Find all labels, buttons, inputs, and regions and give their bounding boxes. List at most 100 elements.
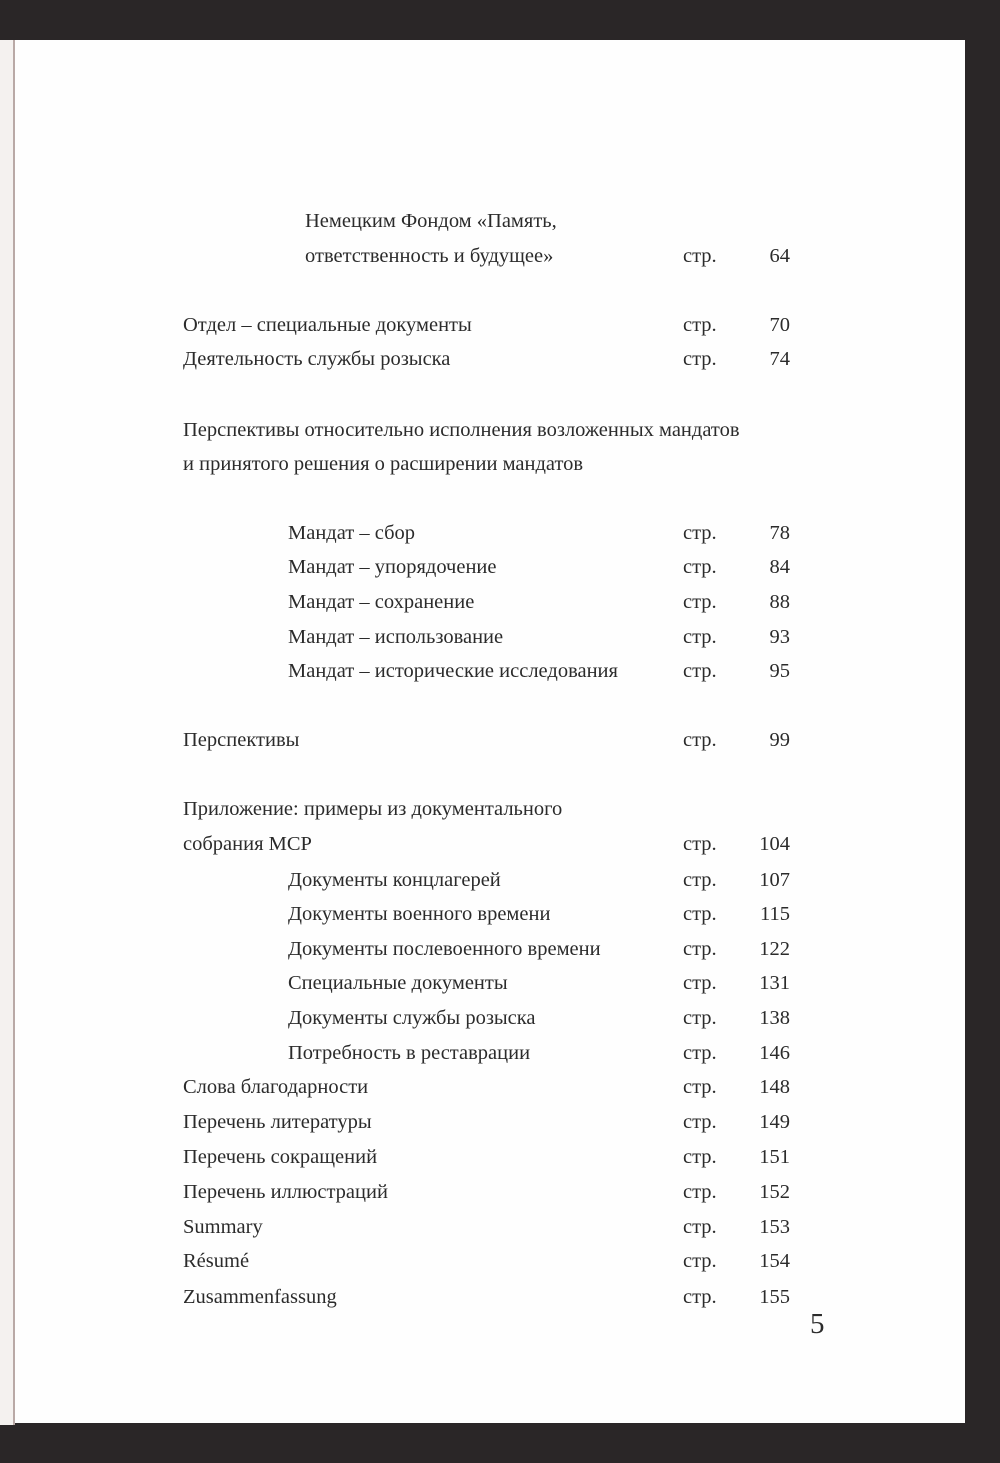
toc-entry: Перспективы стр. 99 xyxy=(15,725,965,755)
toc-entry-title: Отдел – специальные документы xyxy=(183,314,472,336)
page-label: стр. xyxy=(683,1076,717,1098)
toc-entry-title: Мандат – исторические исследования xyxy=(288,660,618,682)
toc-entry: Перечень литературы стр. 149 xyxy=(15,1107,965,1137)
toc-entry: Перечень сокращений стр. 151 xyxy=(15,1142,965,1172)
page-ref: 148 xyxy=(759,1076,790,1098)
toc-entry-title: Документы концлагерей xyxy=(288,869,501,891)
page-label: стр. xyxy=(683,833,717,855)
page-ref: 155 xyxy=(759,1286,790,1308)
toc-entry: Документы военного времени стр. 115 xyxy=(15,899,965,929)
page-ref: 64 xyxy=(769,245,791,267)
toc-entry-title: Немецким Фондом «Память, xyxy=(305,210,557,232)
page-label: стр. xyxy=(683,348,717,370)
toc-entry-title: Деятельность службы розыска xyxy=(183,348,451,370)
toc-entry-title: Перечень иллюстраций xyxy=(183,1181,388,1203)
page-label: стр. xyxy=(683,1042,717,1064)
page-label: стр. xyxy=(683,1250,717,1272)
toc-entry-title: Перечень литературы xyxy=(183,1111,372,1133)
page-ref: 149 xyxy=(759,1111,790,1133)
page-ref: 74 xyxy=(769,348,791,370)
toc-entry-title: Мандат – упорядочение xyxy=(288,556,497,578)
page-label: стр. xyxy=(683,245,717,267)
toc-entry-title: Мандат – сбор xyxy=(288,522,416,544)
page-ref: 104 xyxy=(759,833,790,855)
page-label: стр. xyxy=(683,1286,717,1308)
page-ref: 115 xyxy=(760,903,790,925)
toc-entry-title: Мандат – использование xyxy=(288,626,504,648)
page-label: стр. xyxy=(683,1007,717,1029)
page-label: стр. xyxy=(683,1111,717,1133)
toc-entry-title: Мандат – сохранение xyxy=(288,591,475,613)
toc-entry: собрания МСР стр. 104 xyxy=(15,829,965,859)
toc-entry: Мандат – сохранение стр. 88 xyxy=(15,587,965,617)
page-label: стр. xyxy=(683,626,717,648)
toc-entry: Немецким Фондом «Память, xyxy=(15,206,965,236)
page-ref: 107 xyxy=(759,869,790,891)
toc-entry: Мандат – исторические исследования стр. 95 xyxy=(15,656,965,686)
toc-entry-title: собрания МСР xyxy=(183,833,312,855)
page-ref: 154 xyxy=(759,1250,790,1272)
page-ref: 93 xyxy=(769,626,791,648)
toc-entry-title: Перспективы относительно исполнения возл… xyxy=(183,419,740,441)
toc-entry-title: Приложение: примеры из документального xyxy=(183,798,563,820)
page-label: стр. xyxy=(683,938,717,960)
page-ref: 146 xyxy=(759,1042,790,1064)
document-page: 5 Немецким Фондом «Память, ответственност… xyxy=(15,40,965,1423)
page-label: стр. xyxy=(683,1181,717,1203)
page-ref: 122 xyxy=(759,938,790,960)
toc-entry: Деятельность службы розыска стр. 74 xyxy=(15,344,965,374)
page-label: стр. xyxy=(683,869,717,891)
toc-entry: Специальные документы стр. 131 xyxy=(15,968,965,998)
toc-entry-title: ответственность и будущее» xyxy=(305,245,554,267)
page-ref: 152 xyxy=(759,1181,790,1203)
toc-entry-title: Zusammenfassung xyxy=(183,1286,337,1308)
page-ref: 153 xyxy=(759,1216,790,1238)
page-ref: 138 xyxy=(759,1007,790,1029)
page-label: стр. xyxy=(683,591,717,613)
toc-entry: ответственность и будущее» стр. 64 xyxy=(15,241,965,271)
previous-page-edge xyxy=(0,40,15,1425)
toc-entry-title: Потребность в реставрации xyxy=(288,1042,531,1064)
page-label: стр. xyxy=(683,729,717,751)
toc-entry-title: Слова благодарности xyxy=(183,1076,369,1098)
page-label: стр. xyxy=(683,903,717,925)
toc-entry: и принятого решения о расширении мандато… xyxy=(15,449,965,479)
page-label: стр. xyxy=(683,314,717,336)
page-ref: 70 xyxy=(769,314,791,336)
toc-entry: Перечень иллюстраций стр. 152 xyxy=(15,1177,965,1207)
toc-entry-title: Перспективы xyxy=(183,729,300,751)
toc-entry-title: Summary xyxy=(183,1216,263,1238)
toc-entry-title: и принятого решения о расширении мандато… xyxy=(183,453,584,475)
page-label: стр. xyxy=(683,660,717,682)
page-label: стр. xyxy=(683,522,717,544)
toc-entry: Мандат – сбор стр. 78 xyxy=(15,518,965,548)
toc-entry-title: Résumé xyxy=(183,1250,250,1272)
page-label: стр. xyxy=(683,972,717,994)
page-ref: 99 xyxy=(769,729,791,751)
toc-entry-title: Документы послевоенного времени xyxy=(288,938,601,960)
toc-entry: Перспективы относительно исполнения возл… xyxy=(15,415,965,445)
page-label: стр. xyxy=(683,1216,717,1238)
page-label: стр. xyxy=(683,556,717,578)
toc-entry: Слова благодарности стр. 148 xyxy=(15,1072,965,1102)
toc-entry: Документы концлагерей стр. 107 xyxy=(15,865,965,895)
page-ref: 95 xyxy=(769,660,791,682)
toc-entry: Мандат – упорядочение стр. 84 xyxy=(15,552,965,582)
page-label: стр. xyxy=(683,1146,717,1168)
toc-entry: Документы послевоенного времени стр. 122 xyxy=(15,934,965,964)
page-ref: 88 xyxy=(769,591,791,613)
toc-entry: Отдел – специальные документы стр. 70 xyxy=(15,310,965,340)
toc-entry: Zusammenfassung стр. 155 xyxy=(15,1282,965,1312)
toc-entry: Потребность в реставрации стр. 146 xyxy=(15,1038,965,1068)
toc-entry: Résumé стр. 154 xyxy=(15,1246,965,1276)
toc-entry: Summary стр. 153 xyxy=(15,1212,965,1242)
page-number: 5 xyxy=(810,1308,825,1340)
toc-entry-title: Документы службы розыска xyxy=(288,1007,536,1029)
toc-entry-title: Документы военного времени xyxy=(288,903,551,925)
page-ref: 151 xyxy=(759,1146,790,1168)
toc-entry-title: Перечень сокращений xyxy=(183,1146,378,1168)
toc-entry: Приложение: примеры из документального xyxy=(15,794,965,824)
page-ref: 78 xyxy=(769,522,791,544)
page-ref: 84 xyxy=(769,556,791,578)
page-ref: 131 xyxy=(759,972,790,994)
